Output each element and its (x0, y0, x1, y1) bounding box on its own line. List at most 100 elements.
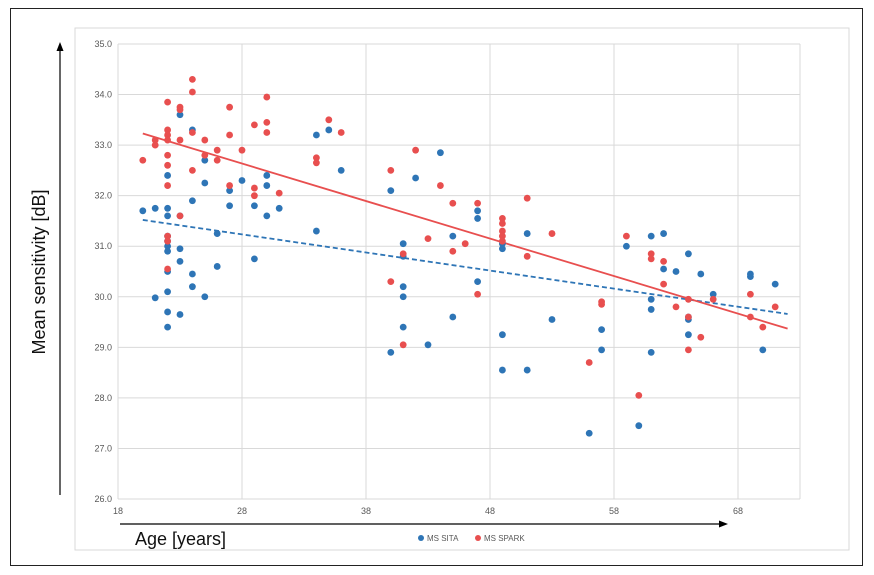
point-spark (499, 227, 506, 235)
point-sita (176, 245, 184, 253)
point-sita (226, 187, 234, 195)
y-tick-label: 30.0 (94, 292, 112, 302)
point-sita (523, 366, 531, 374)
point-spark (474, 290, 481, 298)
point-spark (238, 146, 246, 154)
point-sita (523, 230, 531, 237)
point-spark (251, 184, 258, 192)
point-spark (151, 136, 159, 144)
point-spark (164, 136, 172, 144)
point-spark (523, 252, 531, 260)
point-spark (747, 313, 754, 321)
y-tick-label: 26.0 (94, 494, 112, 504)
point-sita (251, 202, 258, 210)
trendline-spark (142, 132, 788, 330)
point-sita (189, 283, 196, 291)
y-axis-arrowhead (56, 42, 64, 51)
point-sita (697, 270, 705, 278)
point-spark (771, 303, 779, 311)
point-sita (164, 288, 172, 296)
y-tick-label: 33.0 (94, 140, 112, 150)
legend-marker-sita (418, 535, 424, 541)
point-sita (189, 197, 196, 205)
point-spark (499, 232, 506, 240)
point-sita (660, 265, 667, 273)
plot-area-border (74, 27, 850, 551)
point-spark (164, 232, 172, 240)
trendline-sita (142, 219, 788, 315)
point-spark (139, 156, 147, 164)
x-tick-labels: 18 28 38 48 58 68 (113, 506, 743, 516)
point-sita (263, 182, 271, 189)
point-spark (313, 159, 320, 167)
point-sita (151, 204, 159, 212)
point-spark (151, 141, 159, 149)
point-sita (176, 111, 184, 119)
point-spark (164, 126, 172, 134)
point-sita (474, 215, 481, 222)
point-sita (399, 240, 407, 248)
point-spark (685, 346, 692, 354)
point-sita (685, 331, 692, 339)
point-spark (189, 75, 196, 83)
point-spark (263, 129, 271, 136)
point-spark (747, 290, 754, 298)
legend-label-spark: MS SPARK (484, 534, 525, 543)
point-sita (275, 204, 283, 212)
point-spark (226, 182, 234, 189)
legend-marker-spark (475, 535, 481, 541)
point-sita (164, 204, 172, 212)
x-tick-label: 18 (113, 506, 123, 516)
point-spark (709, 295, 717, 303)
point-spark (437, 182, 444, 189)
x-axis-arrowhead (719, 520, 728, 528)
point-spark (672, 303, 680, 311)
point-spark (176, 106, 184, 114)
point-sita (771, 280, 779, 288)
point-spark (499, 237, 506, 245)
point-spark (697, 333, 705, 341)
point-spark (251, 192, 258, 200)
point-sita (759, 346, 767, 354)
point-sita (387, 187, 395, 195)
x-tick-label: 58 (609, 506, 619, 516)
point-spark (685, 295, 692, 303)
point-sita (164, 242, 172, 250)
x-tick-label: 38 (361, 506, 371, 516)
point-spark (325, 116, 333, 124)
point-sita (709, 290, 717, 298)
point-spark (685, 313, 692, 321)
point-spark (189, 88, 196, 96)
point-spark (499, 220, 506, 227)
point-sita (747, 273, 754, 280)
point-sita (201, 156, 209, 164)
point-sita (598, 346, 605, 354)
y-tick-label: 32.0 (94, 191, 112, 201)
point-spark (523, 194, 531, 202)
point-sita (424, 341, 432, 349)
x-axis-title: Age [years] (135, 529, 226, 549)
point-spark (164, 265, 172, 273)
point-sita (647, 348, 655, 356)
point-spark (548, 230, 556, 237)
point-spark (213, 146, 221, 154)
point-spark (499, 215, 506, 222)
point-spark (251, 121, 258, 129)
point-sita (672, 268, 680, 275)
point-sita (313, 227, 320, 235)
point-spark (412, 146, 419, 154)
point-spark (201, 136, 209, 144)
point-spark (647, 250, 655, 258)
y-tick-label: 28.0 (94, 393, 112, 403)
point-spark (164, 151, 172, 159)
point-sita (598, 326, 605, 334)
point-spark (635, 391, 643, 399)
point-spark (201, 151, 209, 159)
point-spark (660, 280, 667, 288)
point-spark (164, 98, 172, 106)
point-sita (164, 212, 172, 220)
point-sita (213, 263, 221, 270)
point-spark (387, 166, 395, 174)
point-sita (189, 270, 196, 278)
